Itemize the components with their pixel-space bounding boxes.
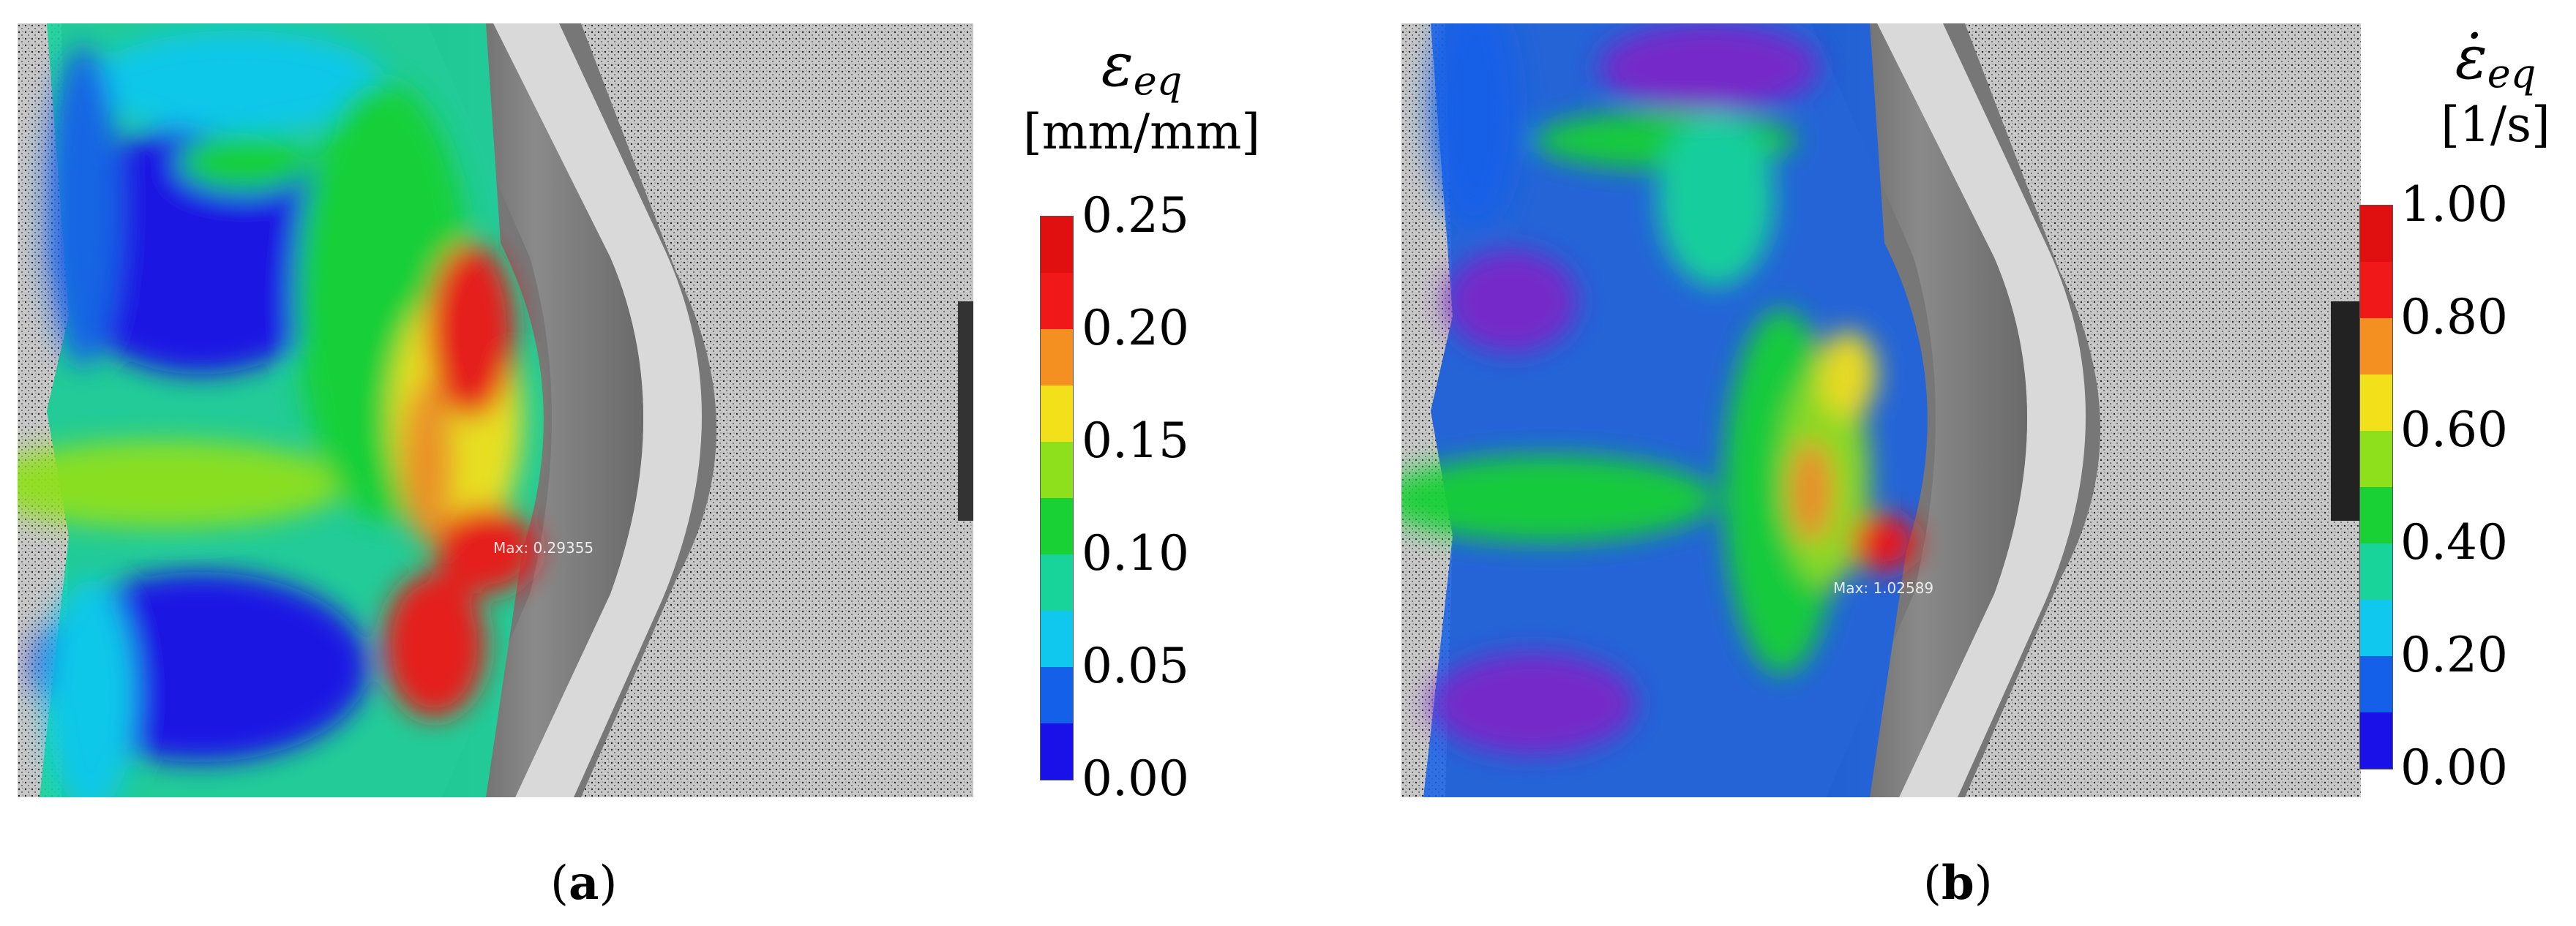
colorbar-tick-label: 0.00 (1082, 750, 1189, 807)
colorbar-tick-label: 0.40 (2400, 514, 2508, 571)
colorbar-tick-label: 0.00 (2400, 739, 2508, 796)
colorbar-segment (2360, 543, 2392, 600)
colorbar-segment (1041, 217, 1073, 273)
colorbar-segment (1041, 611, 1073, 667)
colorbar-segment (1041, 273, 1073, 329)
colorbar-segment (2360, 656, 2392, 712)
colorbar-segment (2360, 712, 2392, 769)
legend-unit-a: [mm/mm] (1022, 104, 1261, 160)
colorbar-segment (1041, 554, 1073, 611)
dic-strain-rate-image-b: Max: 1.02589 (1401, 23, 2361, 797)
max-value-label: Max: 0.29355 (493, 539, 594, 557)
colorbar-tick-label: 0.10 (1082, 525, 1189, 581)
colorbar-segment (2360, 487, 2392, 543)
colorbar-segment (1041, 385, 1073, 442)
caption-a: (a) (550, 856, 618, 911)
legend-title-b: ε̇eq [1/s] (2422, 23, 2569, 153)
colorbar-segment (2360, 431, 2392, 487)
legend-title-a: εeq [mm/mm] (1017, 31, 1266, 160)
colorbar-segment (2360, 374, 2392, 431)
colorbar-segment (1041, 667, 1073, 723)
colorbar-tick-label: 1.00 (2400, 176, 2508, 233)
colorbar-segment (2360, 262, 2392, 318)
colorbar-segment (2360, 318, 2392, 374)
legend-unit-b: [1/s] (2441, 97, 2550, 153)
colorbar-tick-label: 0.60 (2400, 402, 2508, 458)
strain-rate-field-map-b (1401, 23, 2361, 797)
colorbar-tick-label: 0.80 (2400, 289, 2508, 345)
colorbar-b (2359, 205, 2393, 769)
caption-b: (b) (1923, 856, 1993, 911)
colorbar-tick-label: 0.25 (1082, 187, 1189, 244)
colorbar-segment (1041, 442, 1073, 498)
colorbar-a (1040, 216, 1074, 780)
max-value-label: Max: 1.02589 (1833, 579, 1934, 597)
colorbar-segment (1041, 723, 1073, 780)
colorbar-segment (2360, 206, 2392, 262)
legend-symbol-a: εeq (1101, 31, 1183, 104)
colorbar-segment (1041, 329, 1073, 385)
legend-symbol-b: ε̇eq (2455, 23, 2536, 97)
colorbar-tick-label: 0.15 (1082, 413, 1189, 469)
dic-strain-image-a: Max: 0.29355 (18, 23, 973, 797)
colorbar-tick-label: 0.20 (1082, 300, 1189, 356)
colorbar-tick-label: 0.05 (1082, 638, 1189, 694)
colorbar-segment (1041, 498, 1073, 554)
strain-field-map-a (18, 23, 973, 797)
colorbar-tick-label: 0.20 (2400, 627, 2508, 683)
colorbar-segment (2360, 600, 2392, 656)
